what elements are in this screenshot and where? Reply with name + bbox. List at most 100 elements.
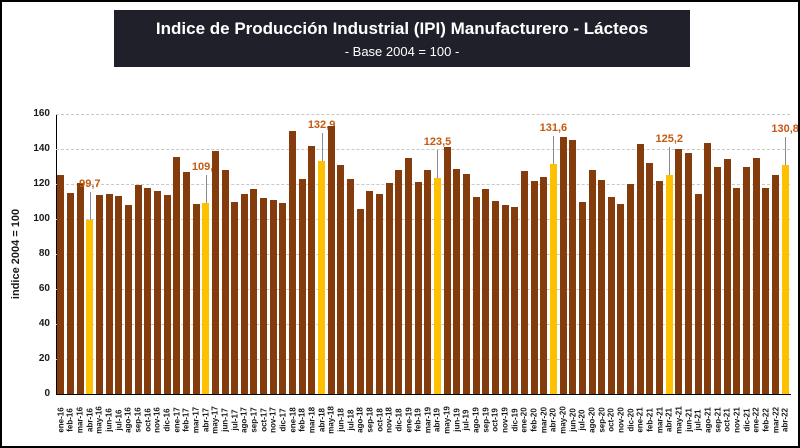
x-axis-tick-label: abr-22 <box>780 407 790 433</box>
bar-mar-22 <box>772 175 779 394</box>
bar-oct-17 <box>260 198 268 394</box>
gridline <box>56 289 790 290</box>
x-axis-tick-label: jun-21 <box>684 408 694 432</box>
x-axis-tick-label: may-20 <box>558 406 568 434</box>
bar-jun-18 <box>337 164 345 394</box>
x-axis-tick-label: jul-18 <box>346 409 356 431</box>
bar-feb-20 <box>530 180 538 394</box>
x-axis-tick-label: oct-16 <box>143 408 153 432</box>
bar-feb-19 <box>414 182 422 394</box>
x-axis-tick-label: dic-17 <box>278 408 288 432</box>
x-axis-tick-label: jun-19 <box>452 408 462 432</box>
y-axis-tick-label: 80 <box>38 248 50 259</box>
data-label: 99,7 <box>79 177 101 190</box>
x-axis-tick-label: ago-18 <box>355 407 365 433</box>
x-axis-tick-label: nov-16 <box>152 407 162 433</box>
chart-subtitle: - Base 2004 = 100 - <box>344 43 460 59</box>
x-axis-tick-label: mar-21 <box>655 406 665 434</box>
bar-jun-21 <box>685 152 693 394</box>
bar-nov-18 <box>385 183 393 394</box>
x-axis-tick-label: nov-19 <box>500 407 510 433</box>
bar-mar-17 <box>192 204 200 394</box>
bar-abr-18 <box>318 161 326 394</box>
x-axis-tick-label: jun-20 <box>568 408 578 432</box>
bar-oct-18 <box>376 193 384 394</box>
x-axis-tick-label: abr-18 <box>317 407 327 433</box>
bar-ago-20 <box>588 170 596 394</box>
bar-oct-19 <box>491 200 499 394</box>
gridline <box>56 184 790 185</box>
bar-mar-19 <box>424 170 432 394</box>
x-axis-tick-label: ene-19 <box>404 407 413 433</box>
x-axis-tick-label: ene-17 <box>172 407 182 433</box>
x-axis-tick-label: abr-17 <box>201 407 211 433</box>
data-label-leader-line <box>89 191 91 220</box>
bar-feb-21 <box>646 163 654 394</box>
y-axis-tick-label: 60 <box>38 283 50 294</box>
bar-may-21 <box>675 149 683 394</box>
gridline <box>56 219 790 220</box>
x-axis-tick-label: feb-18 <box>297 408 307 432</box>
x-axis-tick-label: feb-17 <box>181 408 191 432</box>
bar-abr-19 <box>433 177 441 394</box>
bar-sep-21 <box>714 166 722 394</box>
bar-ene-21 <box>636 143 644 394</box>
gridline <box>56 324 790 325</box>
bar-sep-18 <box>366 191 374 394</box>
x-axis-tick-label: nov-17 <box>268 407 278 433</box>
bar-abr-16 <box>86 219 94 394</box>
bar-may-20 <box>559 136 567 394</box>
x-axis-tick-label: ago-16 <box>123 407 133 433</box>
bar-sep-20 <box>598 179 606 394</box>
y-axis-tick-label: 40 <box>38 318 50 329</box>
x-axis-tick-label: dic-18 <box>394 408 404 432</box>
x-axis-tick-label: jun-18 <box>336 408 346 432</box>
x-axis-tick-label: nov-21 <box>732 407 742 433</box>
x-axis-tick-label: mar-22 <box>771 406 780 434</box>
bar-may-17 <box>211 150 219 394</box>
bar-abr-21 <box>665 174 673 394</box>
bar-ago-19 <box>472 197 480 394</box>
bar-dic-19 <box>511 206 519 394</box>
x-axis-tick-label: may-17 <box>210 406 220 434</box>
chart-title-box: Indice de Producción Industrial (IPI) Ma… <box>114 10 690 68</box>
bar-ene-22 <box>752 157 760 394</box>
x-axis-tick-label: mar-18 <box>307 406 317 434</box>
x-axis-tick-label: oct-17 <box>259 408 269 432</box>
bar-mar-16 <box>76 183 84 394</box>
bar-feb-17 <box>182 171 190 394</box>
bar-ago-18 <box>356 208 364 394</box>
y-axis-tick-label: 160 <box>33 108 50 119</box>
bar-jul-17 <box>231 201 239 394</box>
x-axis-tick-label: ago-20 <box>587 407 597 433</box>
x-axis-tick-label: jul-20 <box>577 409 587 431</box>
bar-dic-21 <box>743 167 751 394</box>
bar-ene-19 <box>405 157 412 394</box>
bar-abr-22 <box>781 165 789 394</box>
x-axis-tick-label: oct-19 <box>490 408 500 432</box>
x-axis-tick-label: may-18 <box>326 406 336 434</box>
bar-jun-20 <box>569 140 577 394</box>
x-axis-tick-label: feb-19 <box>413 408 423 432</box>
x-axis-tick-label: feb-22 <box>761 408 771 432</box>
x-axis-tick-label: ene-22 <box>751 407 761 433</box>
bar-nov-17 <box>269 199 277 394</box>
bar-mar-20 <box>540 177 548 394</box>
bar-feb-22 <box>762 188 770 394</box>
x-axis-tick-label: ago-17 <box>239 407 249 433</box>
x-axis-tick-label: sep-18 <box>365 407 375 433</box>
data-label-leader-line <box>437 149 439 178</box>
x-axis-tick-label: oct-20 <box>606 408 616 432</box>
x-axis-tick-label: dic-20 <box>626 408 636 432</box>
bar-ene-20 <box>520 170 528 394</box>
bar-jul-16 <box>115 196 123 394</box>
x-axis-tick-label: ago-19 <box>471 407 481 433</box>
x-axis-tick-label: ene-21 <box>635 407 645 433</box>
bar-may-19 <box>443 147 451 394</box>
y-axis-tick-label: 20 <box>38 353 50 364</box>
x-axis-tick-label: oct-18 <box>375 408 385 432</box>
bar-oct-21 <box>723 158 731 394</box>
x-axis-tick-label: feb-21 <box>645 408 655 432</box>
data-label-leader-line <box>321 133 323 162</box>
bar-jul-18 <box>347 178 355 394</box>
